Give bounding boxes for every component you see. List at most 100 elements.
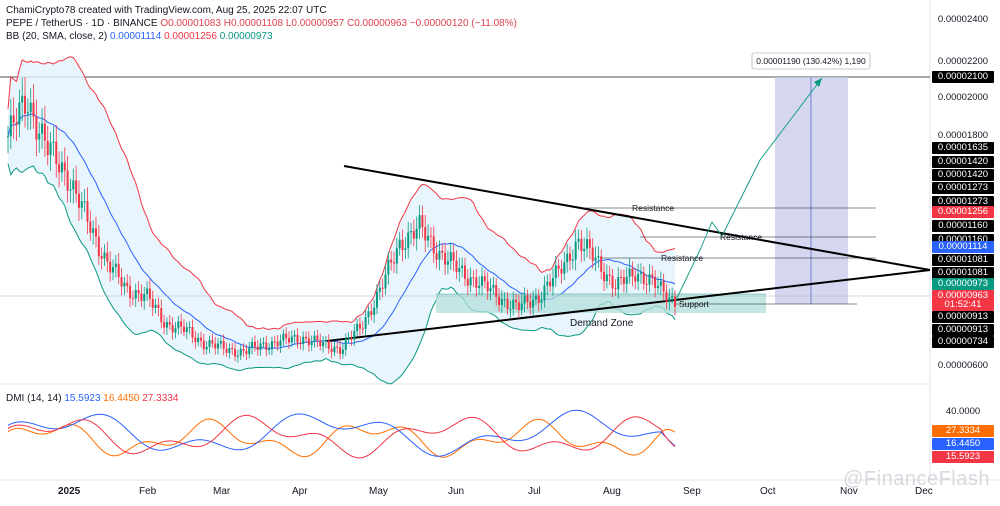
candle-body — [580, 238, 583, 252]
price-tag: 0.00001081 — [932, 254, 994, 266]
candle-body — [543, 285, 546, 301]
candle-body — [361, 328, 364, 330]
candle-body — [168, 322, 171, 325]
candle-body — [486, 281, 489, 292]
candle-body — [551, 278, 554, 287]
candle-body — [444, 252, 447, 265]
triangle-lower-trendline — [326, 269, 931, 342]
candle-body — [35, 116, 38, 140]
candle-body — [251, 341, 254, 348]
dmi-axis-tick: 40.0000 — [945, 406, 981, 417]
bb-label[interactable]: BB (20, SMA, close, 2) — [6, 31, 108, 42]
candle-body — [435, 253, 438, 260]
candle-body — [412, 230, 415, 239]
candle-body — [566, 253, 569, 263]
candle-body — [239, 348, 242, 356]
candle-body — [60, 162, 63, 173]
projection-arrowhead — [814, 78, 822, 87]
candle-body — [270, 341, 273, 350]
candle-body — [123, 282, 126, 287]
candle-body — [32, 102, 35, 117]
candle-body — [554, 265, 557, 279]
candle-body — [654, 276, 657, 288]
candle-body — [114, 263, 117, 267]
candle-body — [571, 259, 574, 261]
x-label-dec: Dec — [915, 486, 933, 497]
candle-body — [384, 274, 387, 289]
candle-body — [148, 288, 151, 300]
dmi-value-2: 16.4450 — [103, 393, 140, 404]
candle-body — [134, 290, 137, 299]
candle-body — [600, 256, 603, 272]
price-tag: 0.00001256 — [932, 206, 994, 218]
dmi-label[interactable]: DMI (14, 14) — [6, 393, 62, 404]
candle-body — [58, 164, 61, 173]
candle-body — [174, 328, 177, 333]
candle-body — [296, 334, 299, 343]
price-tag: 0.00001273 — [932, 196, 994, 208]
candle-body — [24, 95, 27, 114]
candle-body — [353, 331, 356, 340]
x-label-mar: Mar — [213, 486, 231, 497]
price-tick: 0.00002200 — [937, 56, 989, 67]
bb-basis-line — [7, 113, 676, 350]
candle-body — [324, 340, 327, 343]
candle-body — [532, 299, 535, 308]
candle-body — [38, 133, 41, 140]
x-label-feb: Feb — [139, 486, 157, 497]
x-label-sep: Sep — [683, 486, 701, 497]
candle-body — [642, 272, 645, 284]
x-label-oct: Oct — [760, 486, 776, 497]
candle-body — [302, 336, 305, 344]
candle-body — [563, 262, 566, 274]
x-label-apr: Apr — [292, 486, 308, 497]
x-label-nov: Nov — [840, 486, 858, 497]
candle-body — [648, 274, 651, 285]
candle-body — [583, 248, 586, 252]
candle-body — [160, 307, 163, 323]
candle-body — [373, 307, 376, 315]
price-tag: 0.00001160 — [932, 220, 994, 232]
candle-body — [66, 170, 69, 191]
candle-body — [299, 342, 302, 344]
symbol-label[interactable]: PEPE / TetherUS · 1D · BINANCE — [6, 18, 158, 29]
candle-body — [605, 274, 608, 282]
candle-body — [446, 261, 449, 265]
x-label-may: May — [369, 486, 388, 497]
candle-body — [347, 337, 350, 339]
candle-body — [256, 346, 259, 350]
candle-body — [83, 201, 86, 203]
candle-body — [517, 302, 520, 310]
candle-body — [449, 252, 452, 262]
candle-body — [645, 283, 648, 285]
support-label: Support — [679, 299, 709, 309]
candle-body — [546, 281, 549, 286]
candle-body — [290, 336, 293, 343]
candle-body — [466, 278, 469, 286]
candle-body — [478, 285, 481, 288]
candle-body — [526, 295, 529, 302]
candle-body — [253, 341, 256, 347]
ohlc-change: −0.00000120 (−11.08%) — [409, 18, 517, 29]
ohlc-close: C0.00000963 — [347, 18, 408, 29]
price-tag: 0.00001420 — [932, 169, 994, 181]
candle-body — [86, 201, 89, 222]
candle-body — [262, 342, 265, 344]
resistance-label-1: Resistance — [632, 203, 674, 213]
candle-body — [293, 334, 296, 337]
candle-body — [310, 341, 313, 346]
candle-body — [333, 346, 336, 353]
candle-body — [480, 276, 483, 286]
candle-body — [370, 311, 373, 315]
candle-body — [225, 348, 228, 353]
candle-body — [441, 250, 444, 253]
price-tag: 01:52:41 — [932, 299, 994, 311]
candle-body — [463, 265, 466, 279]
dmi-minus-line — [7, 414, 676, 459]
candle-body — [9, 115, 12, 137]
candle-body — [89, 221, 92, 233]
candle-body — [381, 287, 384, 289]
candle-body — [319, 340, 322, 347]
candle-body — [103, 252, 106, 259]
